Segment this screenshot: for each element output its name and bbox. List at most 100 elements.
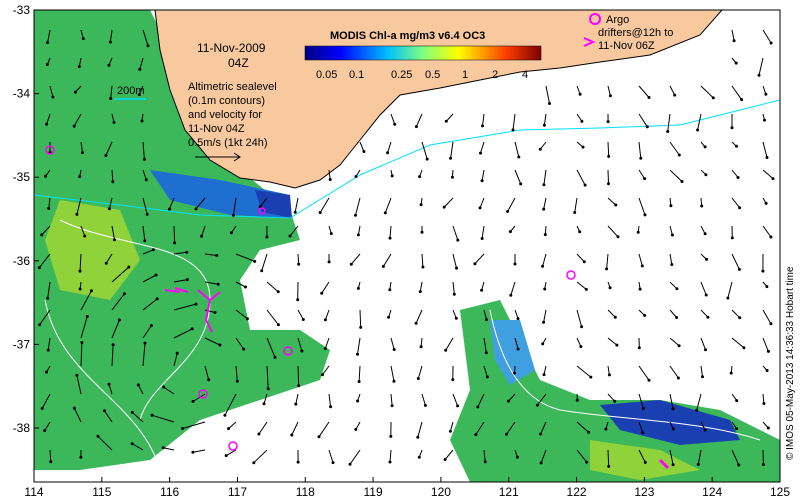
velocity-vector bbox=[389, 225, 392, 239]
velocity-vector-head bbox=[81, 37, 85, 41]
velocity-vector-head bbox=[677, 344, 681, 348]
velocity-vector-head bbox=[185, 250, 189, 254]
velocity-vector-head bbox=[149, 324, 153, 328]
velocity-vector-head bbox=[421, 265, 425, 269]
velocity-vector bbox=[151, 414, 175, 423]
velocity-vector bbox=[39, 309, 51, 325]
velocity-vector-head bbox=[260, 269, 264, 273]
colorbar-title: MODIS Chl-a mg/m3 v6.4 OC3 bbox=[330, 30, 485, 42]
velocity-vector-head bbox=[46, 41, 50, 44]
velocity-vector bbox=[576, 253, 585, 263]
velocity-vector-head bbox=[677, 153, 681, 157]
velocity-vector bbox=[324, 309, 330, 320]
velocity-vector bbox=[576, 337, 582, 347]
velocity-vector bbox=[696, 393, 702, 411]
chl-patch-east-light bbox=[590, 440, 700, 480]
velocity-vector-head bbox=[704, 173, 708, 177]
velocity-vector-head bbox=[711, 96, 715, 100]
velocity-vector-head bbox=[511, 128, 515, 132]
velocity-vectors bbox=[37, 29, 775, 468]
velocity-vector bbox=[421, 253, 424, 268]
velocity-vector bbox=[137, 384, 144, 395]
velocity-vector-head bbox=[535, 403, 539, 407]
velocity-vector bbox=[108, 384, 113, 395]
velocity-vector bbox=[697, 113, 702, 131]
velocity-vector-head bbox=[585, 460, 589, 464]
velocity-vector bbox=[44, 421, 51, 431]
velocity-vector-head bbox=[647, 96, 651, 99]
velocity-vector bbox=[111, 293, 125, 311]
velocity-vector bbox=[228, 421, 237, 429]
velocity-vector-head bbox=[474, 433, 478, 437]
velocity-vector bbox=[328, 393, 332, 407]
velocity-vector-head bbox=[388, 236, 392, 240]
velocity-vector-head bbox=[38, 323, 42, 327]
velocity-vector bbox=[669, 141, 680, 156]
velocity-vector-head bbox=[242, 347, 246, 351]
argo-legend-line1: Argo bbox=[606, 14, 629, 26]
velocity-vector-head bbox=[480, 179, 484, 183]
velocity-vector-head bbox=[508, 230, 512, 234]
velocity-vector bbox=[328, 169, 331, 180]
velocity-vector-head bbox=[414, 125, 418, 129]
velocity-vector-head bbox=[640, 264, 644, 268]
velocity-vector-head bbox=[704, 293, 708, 297]
velocity-vector bbox=[669, 281, 678, 290]
velocity-vector bbox=[111, 169, 114, 182]
velocity-vector-head bbox=[47, 206, 51, 210]
velocity-vector-head bbox=[637, 346, 641, 350]
velocity-vector bbox=[390, 365, 395, 382]
velocity-vector bbox=[224, 393, 237, 416]
velocity-vector-head bbox=[757, 73, 761, 77]
velocity-vector bbox=[445, 113, 454, 122]
velocity-vector-head bbox=[72, 406, 76, 410]
velocity-vector bbox=[607, 449, 610, 467]
contour-2 bbox=[44, 299, 161, 471]
velocity-vector bbox=[109, 29, 113, 43]
velocity-vector-head bbox=[480, 237, 484, 240]
velocity-vector-head bbox=[735, 427, 739, 431]
velocity-vector-head bbox=[765, 285, 769, 289]
velocity-vector-head bbox=[80, 341, 84, 344]
velocity-vector bbox=[111, 266, 130, 283]
velocity-vector-head bbox=[726, 296, 730, 300]
colorbar-tick: 2 bbox=[492, 69, 498, 81]
velocity-vector-head bbox=[676, 376, 680, 380]
velocity-vector-head bbox=[443, 458, 447, 461]
velocity-vector bbox=[445, 337, 454, 351]
velocity-vector bbox=[328, 449, 334, 463]
velocity-vector bbox=[47, 29, 51, 43]
velocity-vector-head bbox=[383, 211, 387, 215]
velocity-vector bbox=[131, 412, 144, 423]
velocity-vector-head bbox=[539, 432, 543, 436]
velocity-vector bbox=[204, 281, 219, 285]
velocity-vector bbox=[542, 253, 547, 267]
velocity-vector-head bbox=[224, 454, 228, 458]
velocity-vector-head bbox=[542, 183, 546, 187]
velocity-vector bbox=[73, 113, 82, 127]
velocity-vector bbox=[142, 298, 158, 311]
velocity-vector bbox=[452, 253, 457, 269]
velocity-vector bbox=[607, 393, 616, 402]
velocity-vector-head bbox=[584, 287, 588, 291]
velocity-vector-head bbox=[262, 402, 266, 406]
velocity-vector-head bbox=[575, 398, 579, 402]
velocity-vector-head bbox=[200, 234, 204, 238]
velocity-vector bbox=[47, 337, 51, 351]
velocity-vector-head bbox=[109, 97, 113, 100]
velocity-vector-head bbox=[40, 406, 44, 410]
velocity-vector-head bbox=[420, 230, 424, 234]
velocity-vector bbox=[508, 393, 516, 402]
velocity-vector bbox=[204, 253, 217, 256]
velocity-vector-head bbox=[386, 151, 390, 155]
velocity-vector-head bbox=[162, 385, 166, 389]
velocity-vector bbox=[204, 309, 216, 313]
velocity-vector-head bbox=[703, 232, 707, 236]
velocity-vector bbox=[349, 449, 361, 465]
velocity-vector-head bbox=[417, 455, 421, 459]
velocity-vector bbox=[79, 253, 82, 272]
velocity-vector-head bbox=[704, 348, 707, 352]
velocity-vector-head bbox=[737, 463, 741, 467]
velocity-vector-head bbox=[669, 204, 673, 208]
